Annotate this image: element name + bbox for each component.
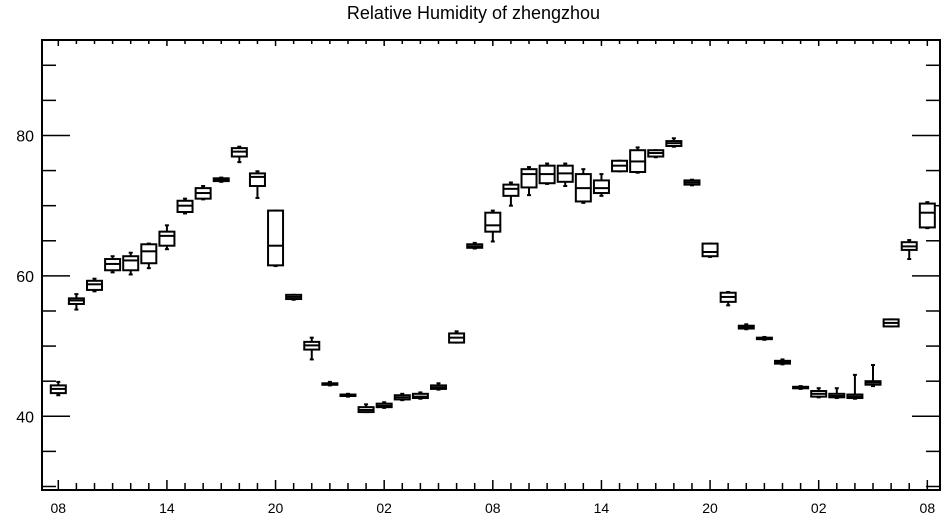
box-33 <box>647 149 665 159</box>
box-32 <box>629 146 647 174</box>
box-2 <box>86 277 104 293</box>
x-tick-label: 14 <box>594 500 610 516</box>
iqr-box <box>502 183 520 197</box>
y-axis: 40 60 80 <box>16 64 940 488</box>
iqr-box <box>520 168 538 189</box>
x-tick-label: 08 <box>51 500 67 516</box>
box-series <box>49 137 936 414</box>
box-22 <box>448 330 466 344</box>
x-tick-label: 08 <box>485 500 501 516</box>
box-15 <box>321 380 339 387</box>
box-40 <box>773 358 791 366</box>
box-11 <box>248 170 266 199</box>
box-25 <box>502 181 520 207</box>
iqr-box <box>140 243 158 265</box>
iqr-box <box>248 172 266 188</box>
box-7 <box>176 197 194 215</box>
box-36 <box>701 242 719 258</box>
box-14 <box>303 336 321 361</box>
box-0 <box>49 380 67 397</box>
box-43 <box>828 387 846 400</box>
box-41 <box>792 385 810 390</box>
box-38 <box>737 323 755 331</box>
box-35 <box>683 178 701 187</box>
box-26 <box>520 166 538 197</box>
box-18 <box>375 401 393 409</box>
box-9 <box>212 176 230 183</box>
box-47 <box>900 239 918 261</box>
box-16 <box>339 392 357 398</box>
box-37 <box>719 291 737 307</box>
box-39 <box>755 335 773 341</box>
box-29 <box>574 168 592 204</box>
box-3 <box>104 255 122 274</box>
x-tick-label: 02 <box>376 500 392 516</box>
iqr-box <box>918 202 936 229</box>
box-34 <box>665 137 683 148</box>
box-48 <box>918 201 936 230</box>
iqr-box <box>158 230 176 247</box>
box-6 <box>158 224 176 251</box>
x-tick-label: 14 <box>159 500 175 516</box>
box-28 <box>556 162 574 188</box>
box-10 <box>230 145 248 164</box>
x-tick-label: 20 <box>702 500 718 516</box>
chart-title: Relative Humidity of zhengzhou <box>346 3 601 23</box>
iqr-box <box>701 242 719 258</box>
y-tick-label: 60 <box>16 269 34 286</box>
box-1 <box>67 293 85 311</box>
box-27 <box>538 162 556 185</box>
iqr-box <box>484 211 502 233</box>
box-30 <box>592 173 610 197</box>
box-46 <box>882 318 900 328</box>
y-tick-label: 80 <box>16 128 34 145</box>
iqr-box <box>592 179 610 195</box>
box-12 <box>267 209 285 268</box>
box-24 <box>484 209 502 243</box>
box-45 <box>864 364 882 388</box>
iqr-box <box>86 279 104 291</box>
box-13 <box>285 293 303 301</box>
x-axis: 08 14 20 02 08 14 20 02 08 <box>51 40 936 516</box>
y-tick-label: 40 <box>16 409 34 426</box>
box-20 <box>411 391 429 400</box>
box-21 <box>429 382 447 391</box>
iqr-box <box>267 209 285 267</box>
box-31 <box>611 159 629 173</box>
box-4 <box>122 251 140 276</box>
box-17 <box>357 403 375 414</box>
box-44 <box>846 373 864 400</box>
box-23 <box>466 241 484 250</box>
iqr-box <box>122 255 140 272</box>
x-tick-label: 02 <box>811 500 827 516</box>
box-5 <box>140 242 158 270</box>
box-8 <box>194 185 212 201</box>
x-tick-label: 08 <box>920 500 936 516</box>
box-42 <box>810 387 828 399</box>
box-19 <box>393 392 411 402</box>
x-tick-label: 20 <box>268 500 284 516</box>
plot-frame <box>41 39 941 491</box>
